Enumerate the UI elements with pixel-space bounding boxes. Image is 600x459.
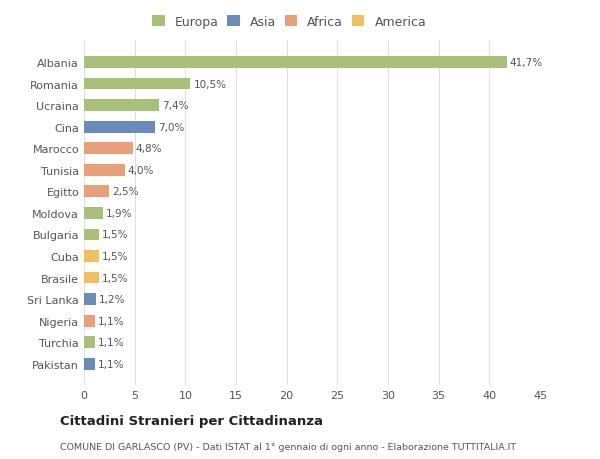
Text: 7,0%: 7,0% — [158, 123, 184, 132]
Bar — [84, 164, 125, 176]
Bar — [84, 229, 99, 241]
Text: 1,2%: 1,2% — [99, 295, 126, 304]
Bar — [84, 272, 99, 284]
Bar — [84, 207, 103, 219]
Bar — [84, 186, 109, 198]
Text: 1,5%: 1,5% — [102, 273, 129, 283]
Bar — [84, 315, 95, 327]
Text: 1,1%: 1,1% — [98, 359, 125, 369]
Bar — [84, 358, 95, 370]
Text: 1,5%: 1,5% — [102, 252, 129, 262]
Text: 1,5%: 1,5% — [102, 230, 129, 240]
Bar — [84, 78, 190, 90]
Bar — [84, 122, 155, 133]
Bar — [84, 251, 99, 263]
Text: 41,7%: 41,7% — [509, 58, 543, 68]
Text: 4,0%: 4,0% — [128, 165, 154, 175]
Text: 4,8%: 4,8% — [136, 144, 162, 154]
Text: 1,9%: 1,9% — [106, 208, 133, 218]
Legend: Europa, Asia, Africa, America: Europa, Asia, Africa, America — [150, 13, 429, 31]
Bar — [84, 294, 96, 305]
Text: 1,1%: 1,1% — [98, 337, 125, 347]
Bar — [84, 100, 159, 112]
Bar — [84, 143, 133, 155]
Text: 7,4%: 7,4% — [162, 101, 188, 111]
Bar — [84, 57, 506, 69]
Text: 10,5%: 10,5% — [193, 79, 226, 90]
Text: 2,5%: 2,5% — [112, 187, 139, 197]
Bar — [84, 336, 95, 348]
Text: COMUNE DI GARLASCO (PV) - Dati ISTAT al 1° gennaio di ogni anno - Elaborazione T: COMUNE DI GARLASCO (PV) - Dati ISTAT al … — [60, 442, 516, 451]
Text: Cittadini Stranieri per Cittadinanza: Cittadini Stranieri per Cittadinanza — [60, 414, 323, 428]
Text: 1,1%: 1,1% — [98, 316, 125, 326]
